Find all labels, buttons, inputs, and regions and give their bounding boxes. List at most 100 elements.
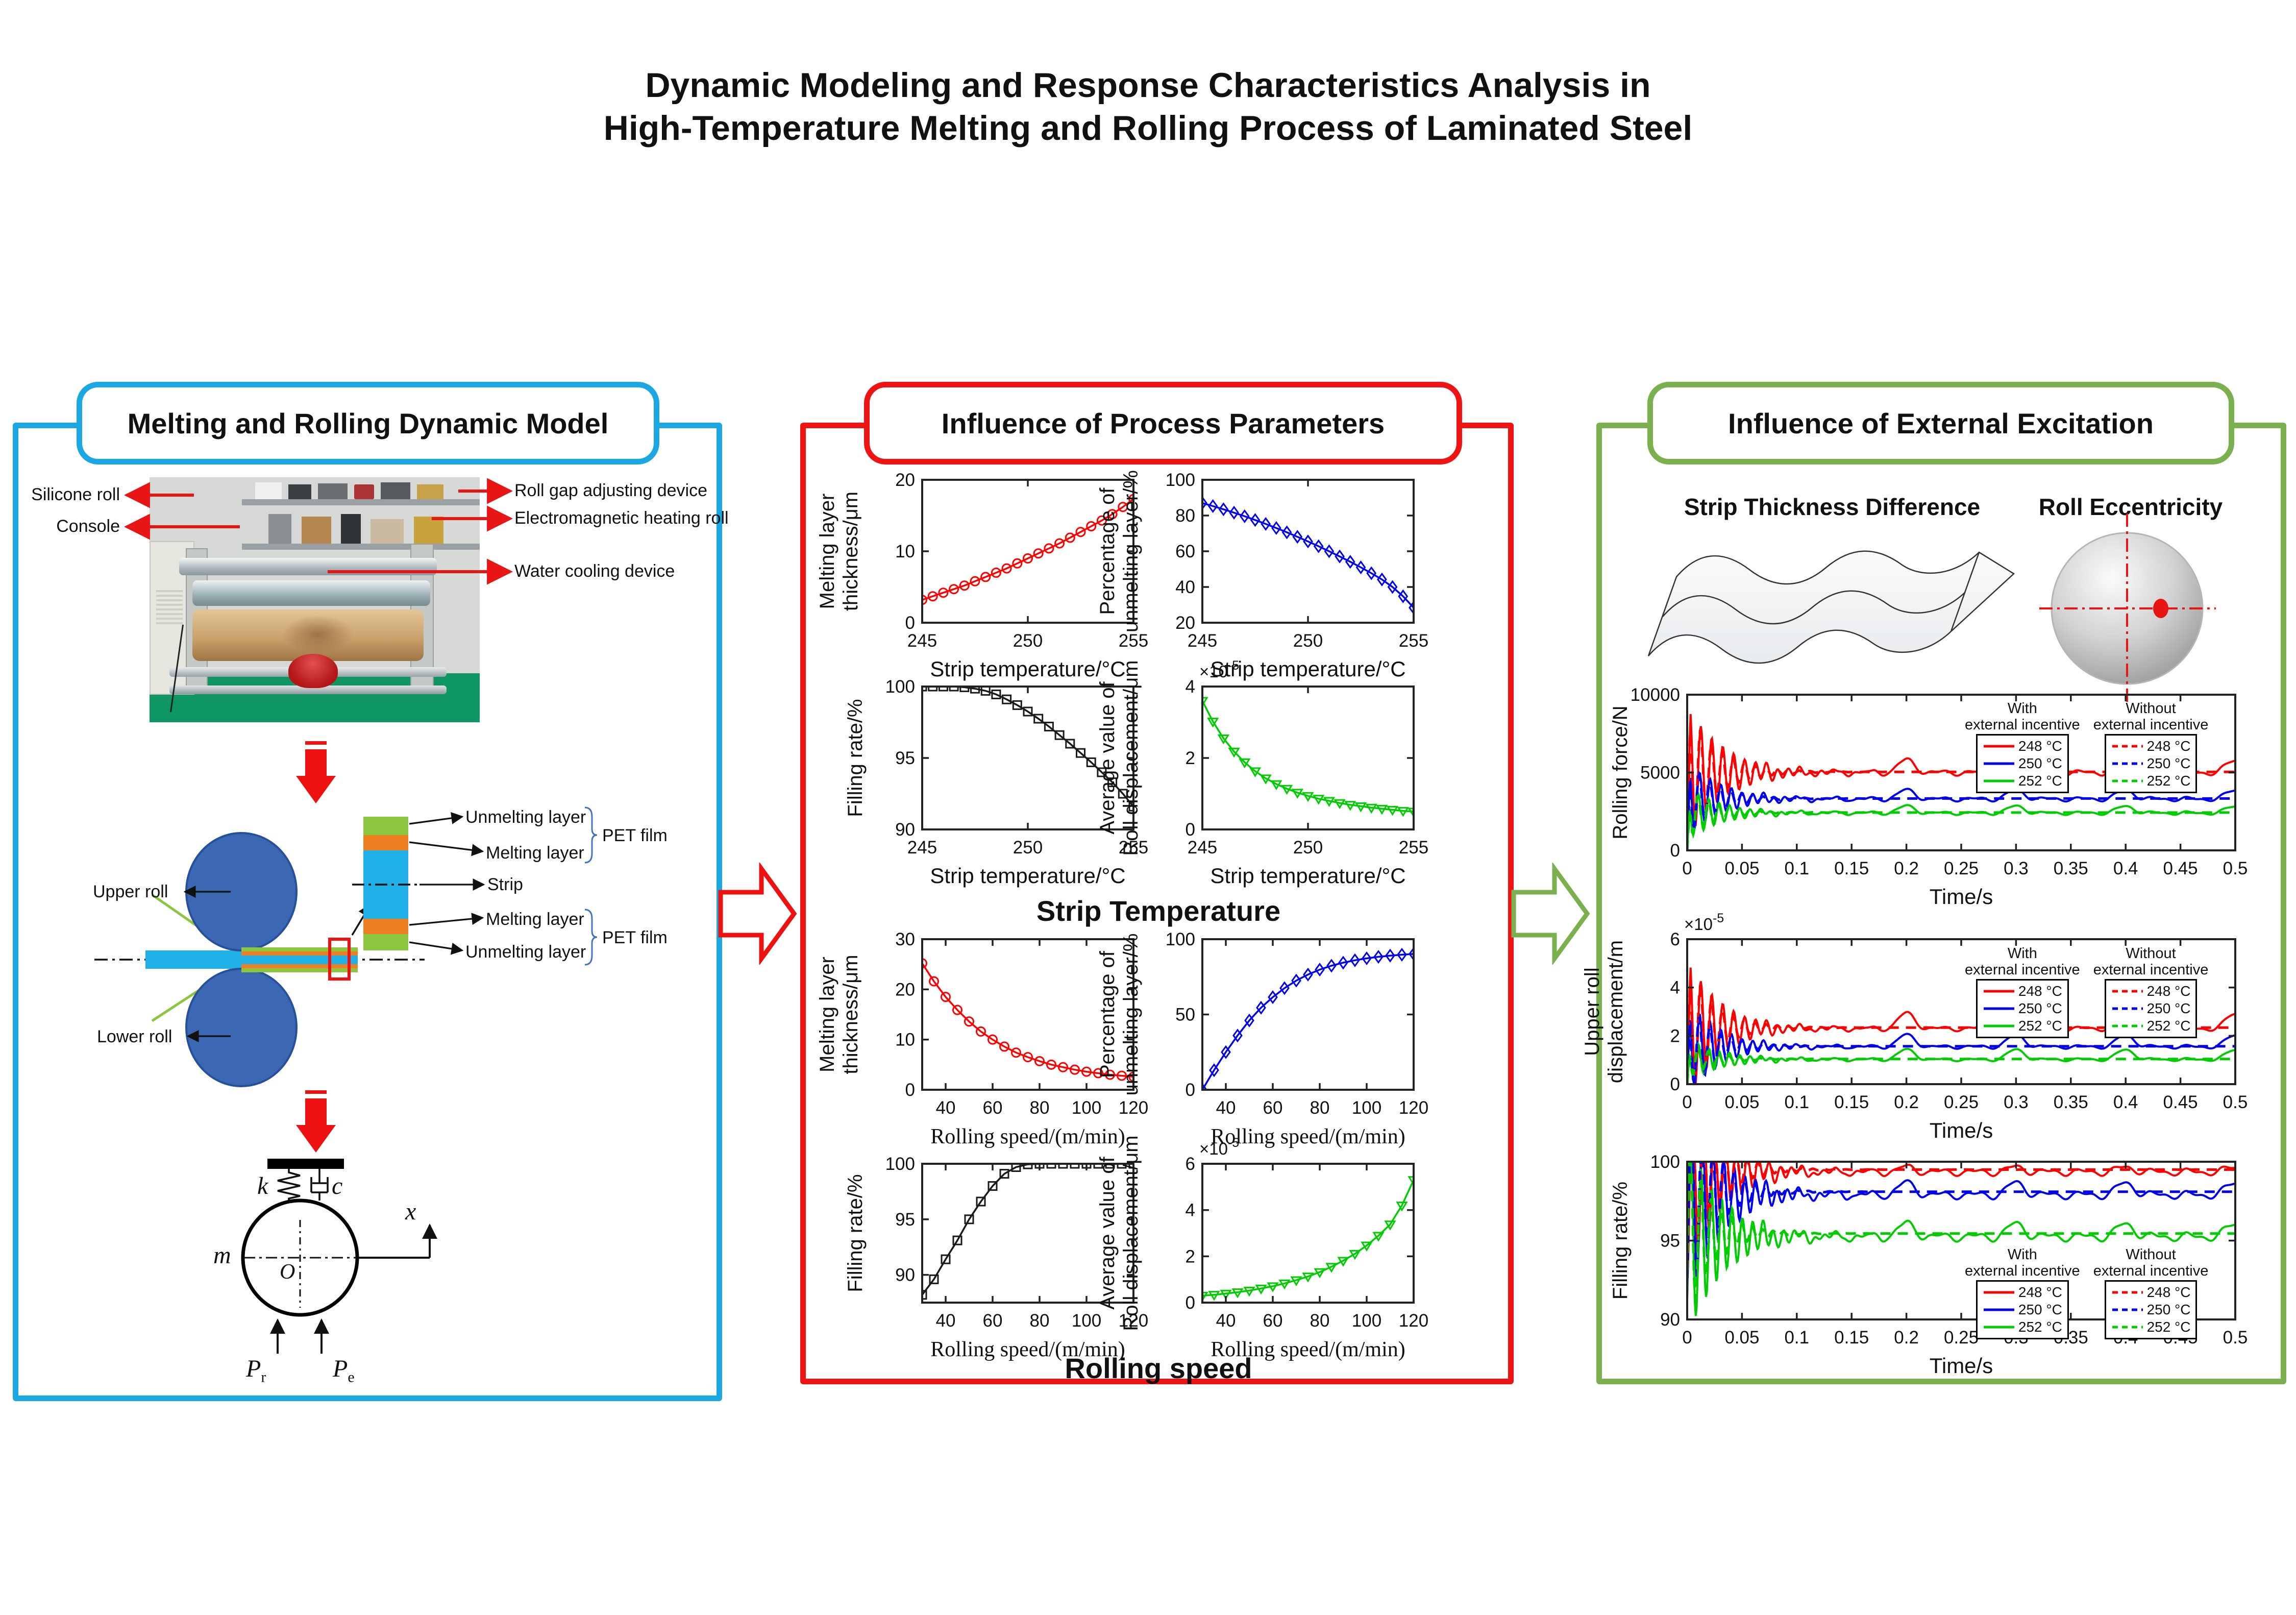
label-origin: O <box>280 1260 295 1284</box>
svg-text:Rolling speed/(m/min): Rolling speed/(m/min) <box>1211 1338 1405 1361</box>
photo-box <box>341 514 361 544</box>
label-pet-top: PET film <box>602 826 668 845</box>
label-pe: Pe <box>333 1355 355 1386</box>
series-t2-with-250-°c <box>1687 1012 2235 1084</box>
eccentric-center-dot <box>2153 599 2168 618</box>
svg-text:20: 20 <box>1175 613 1195 633</box>
svg-text:0.2: 0.2 <box>1894 1328 1919 1348</box>
svg-text:40: 40 <box>936 1098 956 1118</box>
label-console: Console <box>56 517 120 536</box>
photo-cabinet-vent <box>156 590 183 624</box>
svg-text:0.05: 0.05 <box>1724 859 1759 878</box>
series-t2-without-248-°c <box>1687 978 2235 1084</box>
legend-line-sample <box>2112 745 2143 748</box>
fixed-support <box>267 1159 344 1169</box>
svg-text:255: 255 <box>1399 838 1428 858</box>
svg-text:Rolling speed/(m/min): Rolling speed/(m/min) <box>930 1338 1125 1361</box>
legend-line-sample <box>2112 1007 2143 1010</box>
svg-text:0: 0 <box>1670 1074 1680 1094</box>
svg-text:0.25: 0.25 <box>1944 1092 1979 1112</box>
legend-header-with: With external incentive <box>1965 1246 2080 1279</box>
svg-text:Rolling force/N: Rolling force/N <box>1609 705 1632 839</box>
label-unmelting-bottom: Unmelting layer <box>465 942 586 962</box>
series-t2-without-252-°c <box>1687 1045 2235 1084</box>
series-t3-with-252-°c <box>1687 1162 2235 1316</box>
svg-text:255: 255 <box>1119 838 1148 858</box>
series-t1-with-250-°c <box>1687 771 2235 850</box>
svg-text:0.45: 0.45 <box>2163 859 2198 878</box>
svg-text:100: 100 <box>1166 470 1195 490</box>
svg-text:0.35: 0.35 <box>2054 859 2088 878</box>
svg-text:90: 90 <box>895 1265 915 1285</box>
svg-text:30: 30 <box>895 929 915 949</box>
svg-text:60: 60 <box>1263 1311 1283 1331</box>
legend-entry: 250 °C <box>2111 1301 2190 1318</box>
photo-box <box>317 483 348 500</box>
label-k: k <box>257 1172 268 1200</box>
photo-annotation-arrows <box>124 478 513 585</box>
legend-entry: 248 °C <box>2111 738 2190 755</box>
spring <box>277 1169 301 1201</box>
svg-text:0: 0 <box>905 613 915 633</box>
svg-text:Percentage ofunmelting layer/%: Percentage ofunmelting layer/% <box>1096 934 1142 1096</box>
legend-header-without: Without external incentive <box>2093 700 2209 733</box>
svg-text:95: 95 <box>1660 1231 1680 1251</box>
label-water-cooling: Water cooling device <box>514 561 675 581</box>
series-t3-without-248-°c <box>1687 1162 2235 1271</box>
legend-entry-label: 250 °C <box>2018 1302 2062 1317</box>
panel-right-title-text: Influence of External Excitation <box>1728 407 2154 439</box>
legend-entry-label: 248 °C <box>2018 738 2062 754</box>
legend-line-sample <box>1983 1024 2014 1027</box>
legend-line-sample <box>2112 1308 2143 1311</box>
label-roll-eccentricity: Roll Eccentricity <box>2038 494 2223 520</box>
chart-t1: 0 0.05 0.1 0.15 0.2 0.25 0.3 0.35 0.4 0.45 0.5 0 500… <box>1609 685 2248 909</box>
label-lower-roll: Lower roll <box>97 1027 172 1046</box>
photo-box <box>301 516 331 544</box>
legend-entry: 248 °C <box>2111 1284 2190 1301</box>
label-pet-bottom: PET film <box>602 928 668 947</box>
label-heating-roll: Electromagnetic heating roll <box>514 508 729 528</box>
legend-entry: 250 °C <box>2111 1000 2190 1017</box>
legend-entry-label: 252 °C <box>2146 1319 2191 1335</box>
svg-text:100: 100 <box>1072 1098 1101 1118</box>
photo-box <box>413 516 443 544</box>
svg-text:20: 20 <box>895 470 915 490</box>
svg-text:60: 60 <box>1175 542 1195 561</box>
legend-entry-label: 248 °C <box>2018 1284 2062 1300</box>
chart-t2: 0 0.05 0.1 0.15 0.2 0.25 0.3 0.35 0.4 0.45 0.5 0 2 4 6… <box>1581 911 2248 1142</box>
photo-box <box>288 484 312 500</box>
svg-text:40: 40 <box>1216 1098 1236 1118</box>
legend-entry: 250 °C <box>1983 1000 2062 1017</box>
svg-text:5000: 5000 <box>1640 763 1680 783</box>
label-unmelting-top: Unmelting layer <box>465 808 586 827</box>
svg-text:250: 250 <box>1013 838 1043 858</box>
svg-text:0.45: 0.45 <box>2163 1092 2198 1112</box>
svg-text:4: 4 <box>1670 978 1680 998</box>
series-t1-with-252-°c <box>1687 790 2235 850</box>
legend-group-with: With external incentive 248 °C 250 °C 252 °C <box>1965 700 2080 793</box>
svg-text:100: 100 <box>1072 1311 1101 1331</box>
label-pr: Pr <box>246 1355 266 1386</box>
svg-text:×10-5: ×10-5 <box>1199 1136 1239 1158</box>
legend-line-sample <box>1983 762 2014 765</box>
legend-entry: 252 °C <box>2111 1017 2190 1035</box>
label-melting-top: Melting layer <box>486 843 584 863</box>
svg-text:Rolling speed/(m/min): Rolling speed/(m/min) <box>1211 1125 1405 1148</box>
svg-text:90: 90 <box>1660 1310 1680 1330</box>
svg-text:60: 60 <box>1263 1098 1283 1118</box>
photo-shelf-top <box>242 499 480 506</box>
svg-text:Average value ofRoll displacem: Average value ofRoll displacement/μm <box>1096 1135 1142 1331</box>
svg-text:10: 10 <box>895 542 915 561</box>
photo-roller-stain <box>281 614 355 654</box>
chart-c1: 245 250 255 0 10 20 Strip temperature/°C Meltin… <box>816 470 1148 681</box>
legend-line-sample <box>1983 1291 2014 1294</box>
photo-box <box>371 519 404 544</box>
svg-text:Strip temperature/°C: Strip temperature/°C <box>930 864 1125 888</box>
svg-text:0: 0 <box>1670 841 1680 861</box>
roll-diagram <box>94 806 598 1087</box>
svg-text:4: 4 <box>1186 677 1195 697</box>
series-t2-without-250-°c <box>1687 1016 2235 1084</box>
svg-text:40: 40 <box>1175 577 1195 597</box>
svg-text:80: 80 <box>1310 1311 1330 1331</box>
svg-text:245: 245 <box>1188 838 1217 858</box>
